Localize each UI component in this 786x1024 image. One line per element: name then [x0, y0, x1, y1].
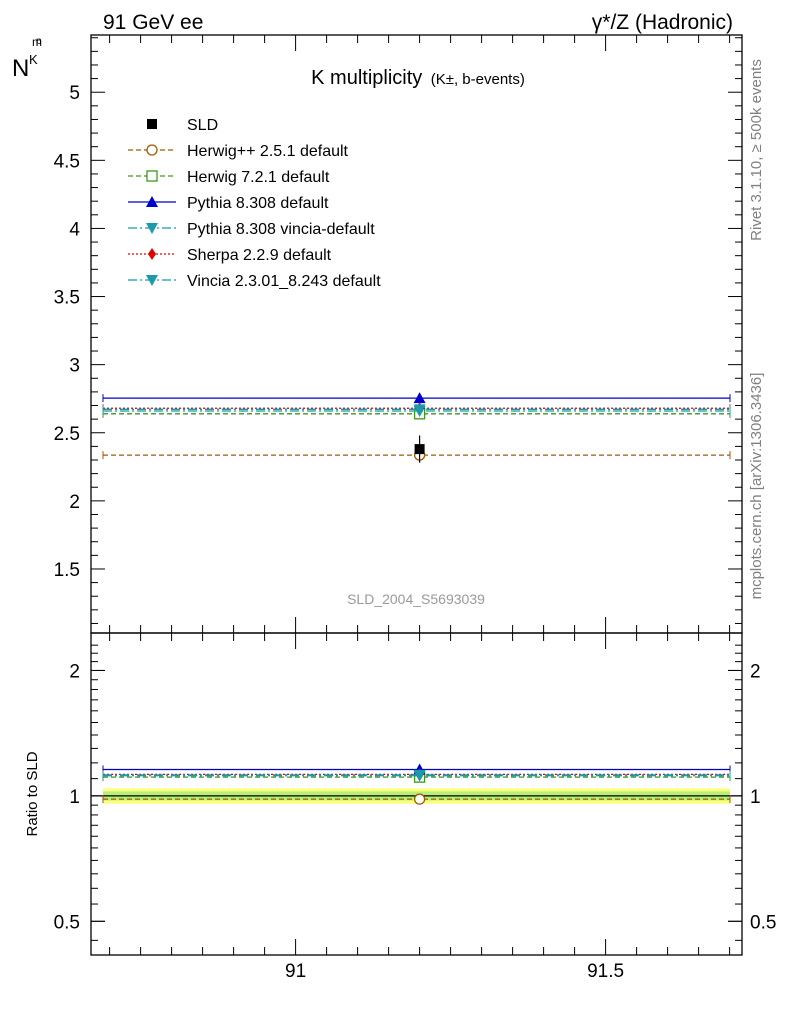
mcplots-label: mcplots.cern.ch [arXiv:1306.3436] [748, 373, 765, 600]
ratio-panel: 0.5 0.5 1 1 2 2 91 91.5 [54, 632, 776, 982]
rivet-version-label: Rivet 3.1.10, ≥ 500k events [748, 59, 765, 241]
ylabel-sup: p [36, 36, 42, 47]
x-tick-label: 91 [285, 961, 306, 982]
ratio-y-ticks: 0.5 0.5 1 1 2 2 [54, 644, 776, 941]
legend-marker [147, 119, 157, 129]
ratio-y-tick-label-right: 0.5 [750, 912, 776, 933]
legend-marker [146, 170, 158, 182]
legend-label: Pythia 8.308 vincia-default [187, 221, 375, 238]
chart-title: K multiplicity (K±, b-events) [311, 67, 525, 89]
ratio-x-ticks [109, 633, 731, 955]
legend-label: Vincia 2.3.01_8.243 default [187, 273, 381, 290]
ratio-y-tick-label-left: 2 [69, 661, 80, 682]
main-y-tick-label: 1.5 [54, 560, 80, 581]
header-left: 91 GeV ee [103, 11, 203, 34]
ratio-series-marker [413, 793, 426, 805]
ratio-series-marker [413, 769, 426, 781]
data-marker [414, 444, 425, 455]
main-y-tick-label: 4.5 [54, 151, 80, 172]
ylabel-subsub: m [32, 35, 42, 49]
ylabel-main: N [12, 55, 29, 82]
main-series-marker [413, 404, 426, 416]
header-right: γ*/Z (Hadronic) [592, 11, 733, 34]
legend-marker [146, 196, 158, 207]
legend-label: Pythia 8.308 default [187, 195, 329, 212]
main-y-tick-label: 2 [69, 492, 80, 513]
legend-marker [148, 248, 156, 260]
chart-title-sub: (K±, b-events) [431, 71, 525, 88]
chart-title-main: K multiplicity [311, 67, 422, 89]
ratio-y-tick-label-left: 1 [69, 787, 80, 808]
ratio-y-axis-label: Ratio to SLD [24, 751, 41, 836]
legend-label: Sherpa 2.2.9 default [187, 247, 332, 264]
main-y-tick-label: 3.5 [54, 288, 80, 309]
main-y-tick-label: 3 [69, 356, 80, 377]
analysis-watermark: SLD_2004_S5693039 [347, 591, 485, 607]
ratio-series-lines [102, 763, 731, 805]
legend-marker [146, 144, 158, 156]
ratio-frame [90, 632, 743, 956]
legend-label: Herwig 7.2.1 default [187, 169, 330, 186]
ratio-y-tick-label-right: 2 [750, 661, 761, 682]
main-series-marker [413, 392, 426, 404]
ratio-y-tick-label-right: 1 [750, 787, 761, 808]
x-tick-labels: 91 91.5 [285, 961, 624, 982]
legend-marker [146, 223, 158, 234]
legend-marker [146, 275, 158, 286]
legend-label: Herwig++ 2.5.1 default [187, 143, 349, 160]
main-y-tick-label: 4 [69, 219, 80, 240]
main-data-point [414, 435, 425, 463]
legend-label: SLD [187, 117, 218, 134]
legend: SLD Herwig++ 2.5.1 default Herwig 7.2.1 de… [128, 117, 381, 290]
x-tick-label: 91.5 [587, 961, 624, 982]
ylabel-sub: K [29, 52, 38, 67]
main-x-ticks [109, 35, 731, 633]
main-y-axis-label: N K p m [12, 35, 42, 82]
main-panel: 1.5 2 2.5 3 3.5 4 4.5 5 SLD_2004_S5693039 K mul… [54, 34, 743, 634]
ratio-y-tick-label-left: 0.5 [54, 912, 80, 933]
main-y-tick-label: 2.5 [54, 424, 80, 445]
main-y-tick-label: 5 [69, 83, 80, 104]
main-y-ticks: 1.5 2 2.5 3 3.5 4 4.5 5 [54, 37, 742, 624]
